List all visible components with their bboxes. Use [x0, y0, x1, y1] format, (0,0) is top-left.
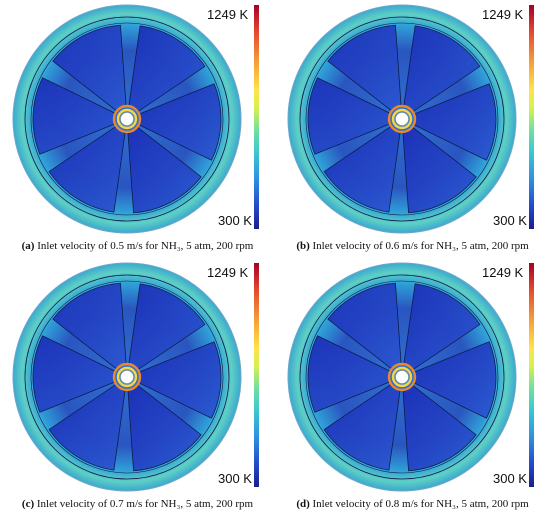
blade — [128, 283, 206, 370]
hot-core-ring — [112, 104, 142, 134]
hot-core-ring — [387, 362, 417, 392]
colorbar-min-label: 300 K — [218, 471, 252, 486]
panel-c: 1249 K 300 K (c) Inlet velocity of 0.7 m… — [0, 258, 275, 516]
center-hub — [123, 115, 131, 123]
center-hub — [398, 115, 406, 123]
blade — [307, 335, 390, 413]
blade — [402, 127, 477, 214]
caption-text: Inlet velocity of 0.5 m/s for NH₃, 5 atm… — [37, 240, 254, 252]
outer-ring — [299, 16, 505, 222]
blade — [402, 385, 477, 472]
caption-letter: (c) — [21, 498, 35, 510]
hot-core-ring — [391, 366, 413, 388]
blade — [307, 77, 390, 155]
colorbar-b — [529, 5, 534, 229]
rotor-disc-c — [12, 262, 242, 492]
temperature-plot-b — [275, 0, 550, 238]
outer-ring — [24, 16, 230, 222]
center-hub — [398, 373, 406, 381]
blade — [127, 385, 202, 472]
hot-core-ring — [112, 362, 142, 392]
hot-core-ring — [387, 104, 417, 134]
blade — [323, 126, 401, 213]
colorbar-max-label: 1249 K — [207, 265, 249, 280]
caption-letter: (a) — [21, 240, 35, 252]
blade — [323, 384, 401, 471]
rotor-disc-b — [287, 4, 517, 234]
blade — [403, 25, 481, 112]
caption-b: (b) Inlet velocity of 0.6 m/s for NH₃, 5… — [275, 240, 550, 252]
temperature-plot-a — [0, 0, 275, 238]
hot-core-ring — [120, 370, 134, 384]
inner-ring — [305, 22, 499, 216]
center-hub — [123, 373, 131, 381]
colorbar-min-label: 300 K — [493, 213, 527, 228]
blade — [414, 341, 497, 419]
hot-core-ring — [395, 112, 409, 126]
blade — [139, 341, 222, 419]
rotor-disc-d — [287, 262, 517, 492]
caption-d: (d) Inlet velocity of 0.8 m/s for NH₃, 5… — [275, 498, 550, 510]
panel-d: 1249 K 300 K (d) Inlet velocity of 0.8 m… — [275, 258, 550, 516]
hot-core-ring — [391, 108, 413, 130]
blade — [127, 127, 202, 214]
hot-core-ring — [395, 370, 409, 384]
caption-c: (c) Inlet velocity of 0.7 m/s for NH₃, 5… — [0, 498, 275, 510]
hot-core-ring — [120, 112, 134, 126]
temperature-plot-d — [275, 258, 550, 496]
caption-letter: (b) — [296, 240, 310, 252]
colorbar-c — [254, 263, 259, 487]
blade — [48, 126, 126, 213]
blade — [32, 77, 115, 155]
blade — [414, 83, 497, 161]
blade — [403, 283, 481, 370]
colorbar-max-label: 1249 K — [482, 7, 524, 22]
inner-ring — [30, 22, 224, 216]
blade — [327, 24, 402, 111]
hot-core-ring — [116, 366, 138, 388]
colorbar-max-label: 1249 K — [482, 265, 524, 280]
caption-letter: (d) — [296, 498, 310, 510]
colorbar-max-label: 1249 K — [207, 7, 249, 22]
inner-ring — [305, 280, 499, 474]
blade — [128, 25, 206, 112]
outer-ring — [24, 274, 230, 480]
inner-ring — [30, 280, 224, 474]
colorbar-min-label: 300 K — [493, 471, 527, 486]
colorbar-min-label: 300 K — [218, 213, 252, 228]
caption-text: Inlet velocity of 0.8 m/s for NH₃, 5 atm… — [312, 498, 529, 510]
outer-ring — [299, 274, 505, 480]
colorbar-d — [529, 263, 534, 487]
rotor-disc-a — [12, 4, 242, 234]
colorbar-a — [254, 5, 259, 229]
temperature-plot-c — [0, 258, 275, 496]
caption-a: (a) Inlet velocity of 0.5 m/s for NH₃, 5… — [0, 240, 275, 252]
panel-b: 1249 K 300 K (b) Inlet velocity of 0.6 m… — [275, 0, 550, 258]
blade — [139, 83, 222, 161]
blade — [32, 335, 115, 413]
caption-text: Inlet velocity of 0.7 m/s for NH₃, 5 atm… — [36, 498, 254, 510]
blade — [52, 24, 127, 111]
panel-a: 1249 K 300 K (a) Inlet velocity of 0.5 m… — [0, 0, 275, 258]
hot-core-ring — [116, 108, 138, 130]
caption-text: Inlet velocity of 0.6 m/s for NH₃, 5 atm… — [312, 240, 529, 252]
blade — [48, 384, 126, 471]
blade — [327, 282, 402, 369]
blade — [52, 282, 127, 369]
